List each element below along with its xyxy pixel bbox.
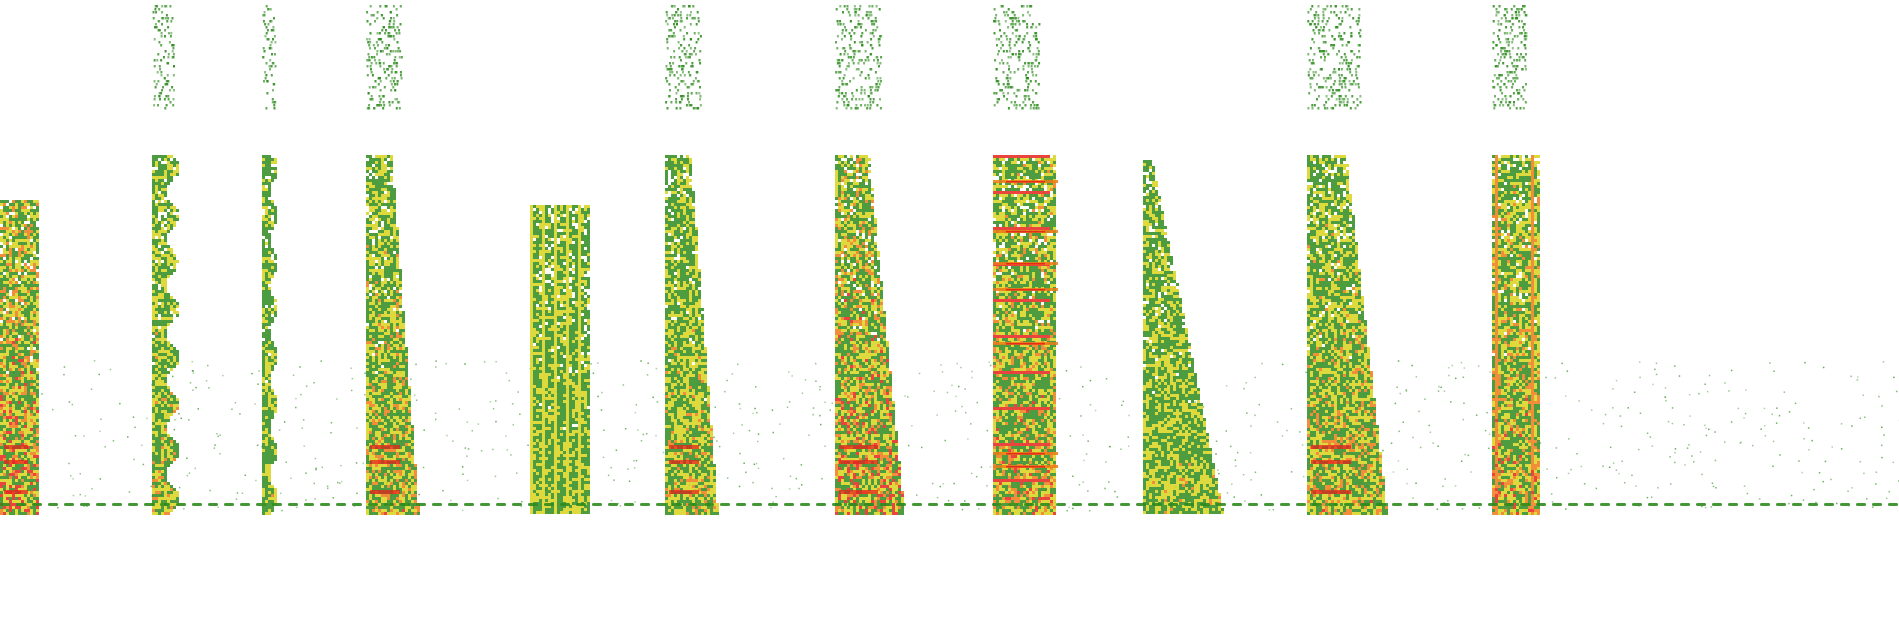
- segment-call-3: [262, 5, 277, 515]
- segment-call-11: [1492, 5, 1540, 515]
- segment-call-6: [665, 5, 719, 515]
- baseline-hum: [0, 503, 1898, 506]
- segment-call-1: [0, 200, 39, 515]
- segment-call-5: [530, 205, 590, 514]
- segment-call-8: [993, 5, 1058, 515]
- sound-segments: [0, 5, 1540, 515]
- segment-call-9: [1143, 160, 1224, 514]
- segment-call-4: [366, 5, 420, 515]
- segment-call-7: [835, 5, 904, 515]
- segment-call-10: [1307, 5, 1388, 515]
- background-noise: [2, 360, 1899, 512]
- segment-call-2: [152, 5, 179, 515]
